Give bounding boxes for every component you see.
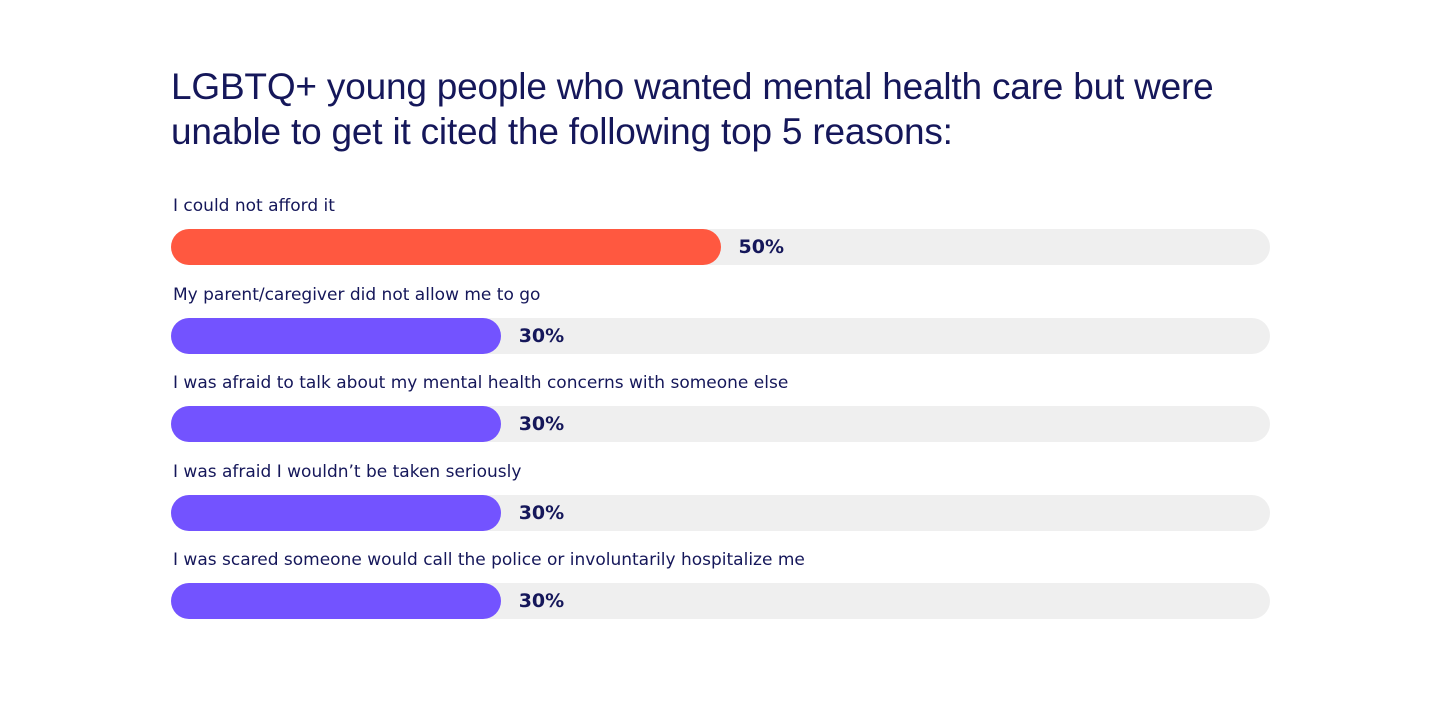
bar-row: I was afraid to talk about my mental hea…	[171, 371, 1270, 443]
bar-row: I could not afford it 50%	[171, 194, 1270, 266]
bar-track	[171, 406, 1270, 442]
bar-category-label: I was scared someone would call the poli…	[173, 550, 805, 570]
bar-value-label: 30%	[518, 325, 565, 347]
bar-category-label: My parent/caregiver did not allow me to …	[173, 285, 541, 305]
bar-value-label: 30%	[518, 502, 565, 524]
bar-value-label: 50%	[738, 236, 784, 258]
bar-track	[171, 229, 1270, 265]
chart-title: LGBTQ+ young people who wanted mental he…	[171, 66, 1214, 152]
bar-category-label: I could not afford it	[173, 196, 335, 216]
bar-value-label: 30%	[518, 413, 565, 435]
bar	[171, 318, 501, 354]
bar-row: I was afraid I wouldn’t be taken serious…	[171, 460, 1270, 532]
bar-row: I was scared someone would call the poli…	[171, 548, 1270, 620]
bar	[171, 495, 501, 531]
bar-category-label: I was afraid to talk about my mental hea…	[173, 373, 789, 393]
bar	[171, 583, 501, 619]
bar-track	[171, 318, 1270, 354]
bar	[171, 229, 721, 265]
bar-category-label: I was afraid I wouldn’t be taken serious…	[173, 462, 522, 482]
bar	[171, 406, 501, 442]
bar-track	[171, 583, 1270, 619]
bar-row: My parent/caregiver did not allow me to …	[171, 283, 1270, 355]
bar-value-label: 30%	[518, 590, 565, 612]
chart: LGBTQ+ young people who wanted mental he…	[171, 64, 1270, 619]
bar-track	[171, 495, 1270, 531]
